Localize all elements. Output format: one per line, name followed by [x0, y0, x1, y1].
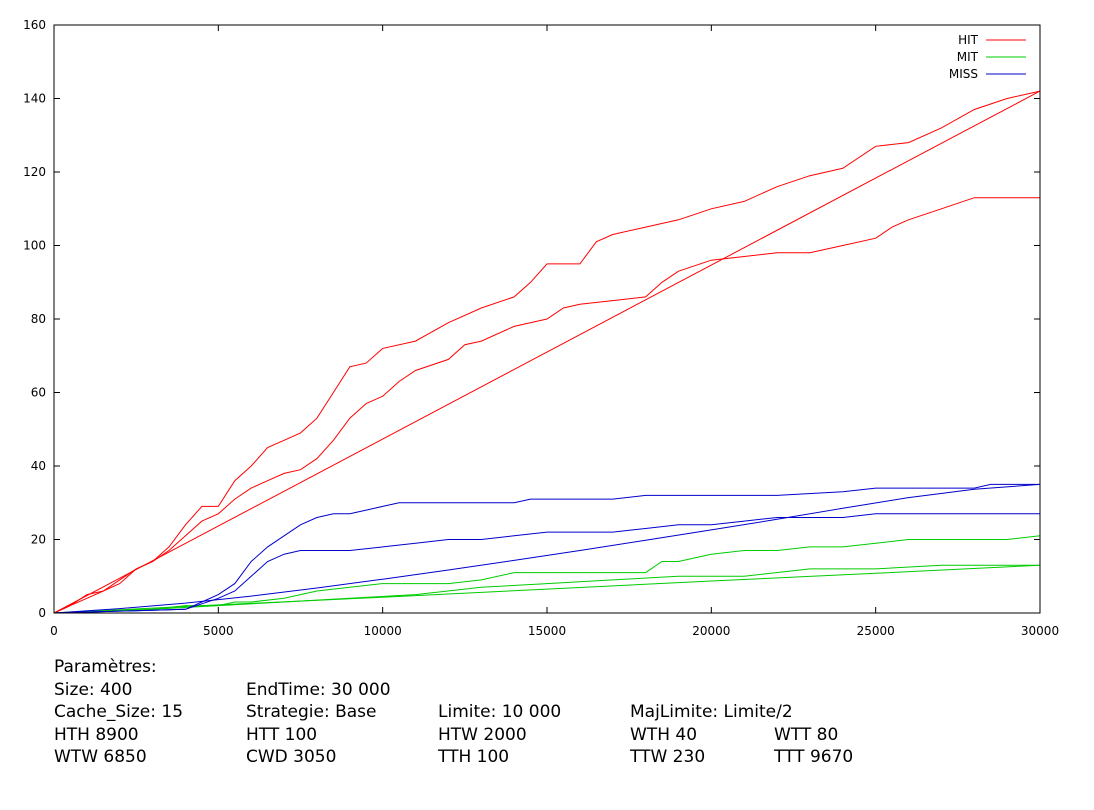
y-tick-label: 40 [31, 459, 46, 473]
x-tick-label: 0 [50, 624, 58, 638]
param-endtime: EndTime: 30 000 [246, 679, 391, 700]
series-line-miss [53, 483, 1040, 614]
param-tth: TTH 100 [438, 747, 510, 767]
param-cache-size: Cache_Size: 15 [54, 702, 184, 722]
y-tick-label: 120 [23, 165, 46, 179]
series-line-unlabeled-8 [53, 483, 1041, 614]
series-line-unlabeled-4 [53, 564, 1040, 614]
param-hth: HTH 8900 [54, 724, 139, 745]
x-tick-label: 5000 [203, 624, 234, 638]
y-tick-label: 0 [38, 606, 46, 620]
x-tick-label: 20000 [692, 624, 730, 638]
param-limite: Limite: 10 000 [438, 702, 562, 722]
axes: 0 5000 10000 15000 20000 25000 30000 0 20 40 60 80 1… [23, 18, 1059, 638]
param-cwd: CWD 3050 [246, 747, 337, 767]
y-tick-label: 160 [23, 18, 46, 32]
legend: HIT MIT MISS [949, 33, 1026, 81]
series-line-hit [53, 90, 1041, 614]
y-tick-label: 80 [31, 312, 46, 326]
legend-label-mit: MIT [957, 50, 979, 64]
param-htt: HTT 100 [246, 724, 318, 745]
series-line-unlabeled-1 [53, 197, 1040, 614]
series-line-unlabeled-2 [53, 90, 1041, 614]
series-line-unlabeled-5 [53, 564, 1041, 614]
y-tick-label: 20 [31, 533, 46, 547]
param-ttw: TTW 230 [630, 747, 706, 767]
param-htw: HTW 2000 [438, 724, 527, 745]
param-wtw: WTW 6850 [54, 747, 147, 767]
y-tick-label: 60 [31, 386, 46, 400]
line-chart: 0 5000 10000 15000 20000 25000 30000 0 20 40 60 80 1… [23, 18, 1059, 638]
series-line-unlabeled-7 [53, 513, 1040, 614]
x-tick-label: 10000 [364, 624, 402, 638]
legend-label-hit: HIT [958, 33, 979, 47]
param-strategie: Strategie: Base [246, 702, 377, 722]
plot-area [53, 90, 1041, 614]
param-ttt: TTT 9670 [774, 747, 854, 767]
param-wth: WTH 40 [630, 724, 698, 745]
param-wtt: WTT 80 [774, 724, 839, 745]
legend-label-miss: MISS [949, 67, 978, 81]
y-tick-label: 100 [23, 239, 46, 253]
series-line-mit [53, 535, 1041, 614]
parameters-header: Paramètres: [54, 657, 157, 677]
x-tick-label: 25000 [857, 624, 895, 638]
param-size: Size: 400 [54, 679, 133, 700]
x-tick-label: 15000 [528, 624, 566, 638]
x-tick-label: 30000 [1021, 624, 1059, 638]
param-majlimite: MajLimite: Limite/2 [630, 702, 793, 722]
y-tick-label: 140 [23, 92, 46, 106]
